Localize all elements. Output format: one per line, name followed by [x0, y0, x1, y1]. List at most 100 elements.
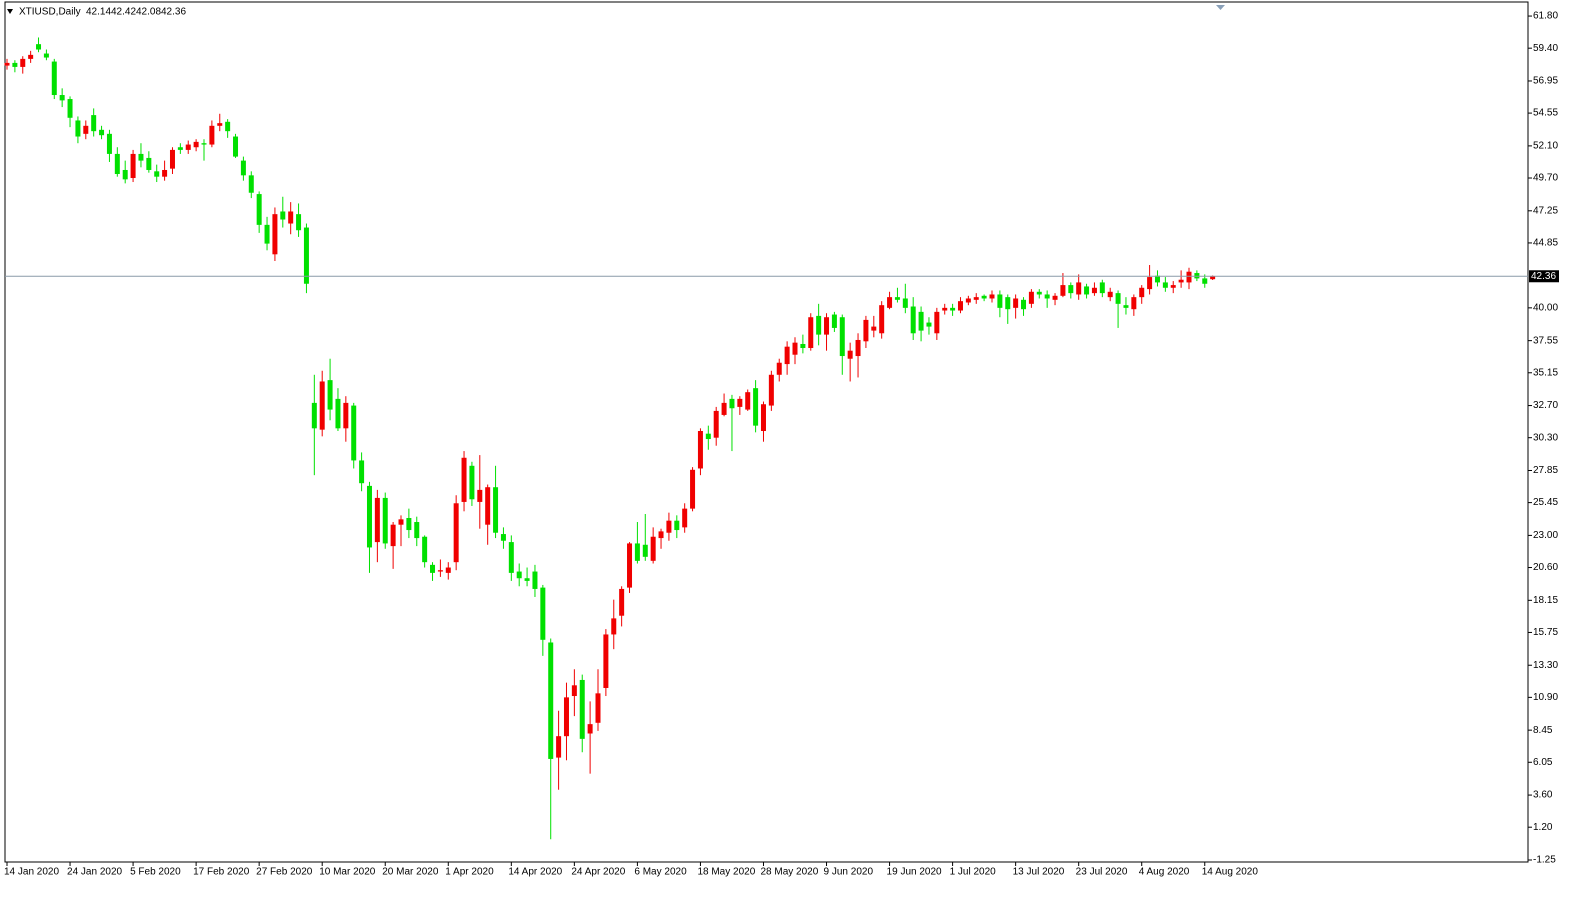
candle-body — [445, 567, 451, 573]
candle-body — [863, 319, 869, 342]
x-tick-label: 14 Jan 2020 — [4, 867, 59, 878]
candle-body — [563, 697, 569, 737]
candle-body — [666, 520, 672, 533]
candle-body — [784, 346, 790, 365]
candle-body — [1099, 282, 1105, 294]
x-tick-label: 5 Feb 2020 — [130, 867, 181, 878]
candle-body — [619, 588, 625, 616]
candle-body — [351, 405, 357, 461]
y-tick-label: 49.70 — [1533, 173, 1558, 184]
y-tick-label: 30.30 — [1533, 432, 1558, 443]
candle-body — [469, 465, 475, 500]
y-tick-label: 25.45 — [1533, 497, 1558, 508]
candle-body — [627, 543, 633, 588]
plot-frame — [4, 1, 1529, 863]
candle-body — [737, 398, 743, 407]
y-tick-label: -1.25 — [1533, 855, 1556, 866]
candle-body — [824, 317, 830, 335]
candle-body — [1091, 287, 1097, 294]
candle-body — [871, 326, 877, 331]
candle-body — [453, 503, 459, 563]
y-tick-label: 15.75 — [1533, 627, 1558, 638]
candle-body — [816, 315, 822, 335]
candle-body — [768, 374, 774, 406]
candle-body — [91, 115, 97, 132]
candle-body — [1013, 298, 1019, 308]
y-tick-label: 61.80 — [1533, 11, 1558, 22]
header-high: 42.42 — [111, 7, 136, 18]
candle-body — [288, 211, 294, 224]
x-tick-label: 27 Feb 2020 — [256, 867, 313, 878]
candle-body — [611, 618, 617, 635]
candle-body — [894, 297, 900, 300]
candle-body — [1154, 275, 1160, 283]
x-tick-label: 13 Jul 2020 — [1013, 867, 1065, 878]
candle-body — [981, 295, 987, 299]
candle-body — [839, 317, 845, 357]
shift-marker[interactable] — [1216, 5, 1225, 10]
candle-body — [934, 311, 940, 334]
candle-body — [1076, 282, 1082, 295]
candle-body — [185, 144, 191, 150]
candle-body — [1194, 273, 1200, 279]
x-tick-label: 4 Aug 2020 — [1139, 867, 1190, 878]
candle-body — [193, 141, 199, 148]
y-tick-label: 20.60 — [1533, 562, 1558, 573]
candle-body — [745, 392, 751, 410]
candle-body — [422, 536, 428, 563]
candle-body — [359, 460, 365, 484]
candle-body — [1028, 291, 1034, 304]
candle-body — [800, 343, 806, 349]
candle-body — [4, 62, 10, 66]
candle-body — [571, 685, 577, 697]
y-tick-label: 27.85 — [1533, 465, 1558, 476]
candle-body — [902, 298, 908, 308]
candle-body — [1147, 277, 1153, 290]
candle-body — [1115, 293, 1121, 304]
candle-body — [690, 469, 696, 509]
candle-body — [303, 227, 309, 284]
candle-body — [713, 410, 719, 438]
x-tick-label: 28 May 2020 — [760, 867, 818, 878]
candle-body — [697, 430, 703, 469]
y-tick-label: 23.00 — [1533, 530, 1558, 541]
header-open: 42.14 — [86, 7, 111, 18]
candle-body — [965, 298, 971, 303]
x-tick-label: 9 Jun 2020 — [824, 867, 874, 878]
x-tick-label: 23 Jul 2020 — [1076, 867, 1128, 878]
candle-body — [1084, 286, 1090, 295]
candle-body — [556, 736, 562, 758]
candle-body — [1036, 291, 1042, 295]
candle-body — [847, 350, 853, 359]
candle-body — [918, 311, 924, 331]
candle-body — [382, 497, 388, 544]
candle-body — [280, 211, 286, 220]
candle-body — [957, 301, 963, 311]
x-tick-label: 14 Aug 2020 — [1202, 867, 1259, 878]
candle-body — [162, 169, 168, 177]
candle-body — [414, 522, 420, 539]
last-price-label: 42.36 — [1531, 271, 1556, 282]
y-tick-label: 8.45 — [1533, 725, 1553, 736]
candle-body — [540, 587, 546, 640]
x-tick-label: 20 Mar 2020 — [382, 867, 439, 878]
x-tick-label: 14 Apr 2020 — [508, 867, 562, 878]
candle-body — [1131, 297, 1137, 310]
candle-body — [524, 578, 530, 581]
candle-body — [217, 123, 223, 126]
candle-body — [642, 544, 648, 557]
y-tick-label: 1.20 — [1533, 822, 1553, 833]
candle-body — [1178, 279, 1184, 283]
candle-body — [887, 297, 893, 308]
candle-body — [1044, 294, 1050, 299]
y-tick-label: 6.05 — [1533, 757, 1553, 768]
candle-body — [658, 531, 664, 539]
header-toggle[interactable] — [7, 9, 13, 14]
x-tick-label: 17 Feb 2020 — [193, 867, 250, 878]
y-tick-label: 37.55 — [1533, 335, 1558, 346]
y-tick-label: 44.85 — [1533, 238, 1558, 249]
y-tick-label: 54.55 — [1533, 108, 1558, 119]
candle-body — [75, 120, 81, 137]
candle-body — [508, 542, 514, 573]
candle-body — [240, 160, 246, 176]
